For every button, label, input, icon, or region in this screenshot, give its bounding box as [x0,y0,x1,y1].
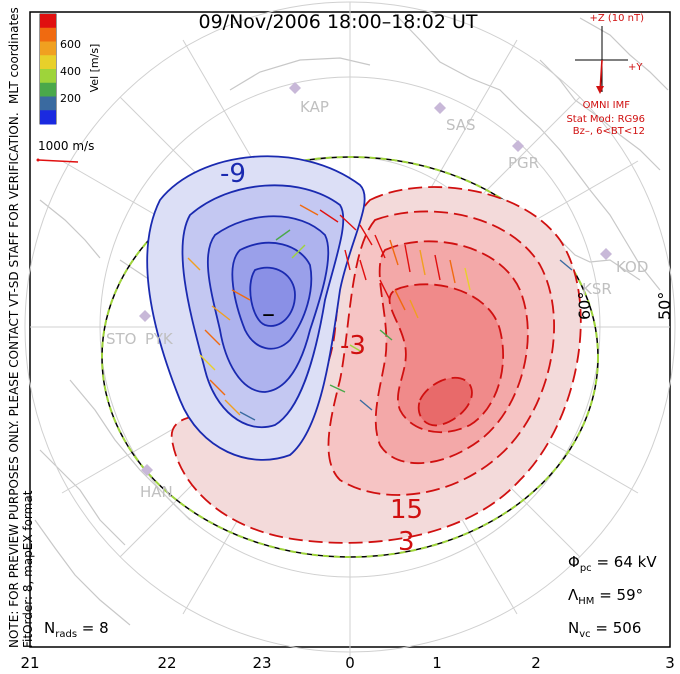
mlt-tick-label: 21 [20,654,39,672]
legend-color-swatch [40,96,56,111]
mlt-tick-label: 0 [345,654,355,672]
legend-color-swatch [40,41,56,56]
legend-color-swatch [40,55,56,70]
mlt-axis: 21 22 23 0 1 2 3 [20,654,674,672]
mlt-tick-label: 2 [531,654,541,672]
station-label: STO [106,330,137,348]
lambda-hm-value: 59° [617,586,644,604]
preview-note: NOTE: FOR PREVIEW PURPOSES ONLY. PLEASE … [7,112,21,648]
station-labels: KAP SAS PGR KOD KSR STO PYK HAN [106,98,648,501]
mlt-tick-label: 22 [157,654,176,672]
legend-color-swatch [40,69,56,84]
phi-pc-value: 64 kV [614,553,658,571]
station-label: KOD [616,258,648,276]
contour-label: -3 [340,331,366,361]
legend-label: Vel [m/s] [88,44,101,93]
velocity-legend: 600 400 200 Vel [m/s] [39,13,101,125]
mlt-tick-label: 23 [252,654,271,672]
contour-label: -9 [220,159,246,189]
lat-label-50: 50° [655,292,674,320]
chart-title: 09/Nov/2006 18:00–18:02 UT [198,11,477,33]
contour-label: 3 [398,527,415,557]
contour-label: 15 [390,495,423,525]
station-label: SAS [446,116,476,134]
legend-tick: 600 [60,38,81,51]
coordinate-label: MLT coordinates [7,7,21,104]
station-label: PGR [508,154,539,172]
negative-cell [146,155,366,461]
hm-boundary [101,156,599,558]
n-rads-value: 8 [99,619,109,637]
scale-vector: 1000 m/s [36,139,94,163]
imf-model: Stat Mod: RG96 [566,114,645,125]
mlt-tick-label: 1 [432,654,442,672]
station-markers [139,82,612,476]
imf-source: OMNI IMF [583,100,631,111]
velocity-vectors [187,204,573,421]
legend-tick: 400 [60,65,81,78]
imf-y-label: +Y [628,62,643,73]
legend-color-swatch [40,27,56,42]
legend-color-swatch [40,14,56,29]
svg-text:Nvc = 506: Nvc = 506 [568,619,641,640]
scale-vector-label: 1000 m/s [38,139,94,153]
station-label: HAN [140,483,173,501]
legend-colorbar [40,14,56,125]
svg-text:Nrads = 8: Nrads = 8 [44,619,109,640]
legend-tick: 200 [60,92,81,105]
n-vc-value: 506 [613,619,642,637]
contour-labels: -9 – -3 15 3 [220,159,423,557]
lat-label-60: 60° [575,292,594,320]
fit-order-note: FitOrder: 8, mapEX format [21,490,35,648]
station-label: KAP [300,98,329,116]
station-label: PYK [145,330,174,348]
legend-color-swatch [40,110,56,125]
coastlines [34,13,669,626]
legend-color-swatch [40,82,56,97]
mlt-tick-label: 3 [665,654,675,672]
station-label: KSR [582,280,612,298]
imf-z-label: +Z (10 nT) [589,13,644,24]
imf-bin: Bz–, 6<BT<12 [573,126,645,137]
imf-box: +Z (10 nT) +Y OMNI IMF Stat Mod: RG96 Bz… [566,13,645,137]
contour-label: – [262,299,275,329]
